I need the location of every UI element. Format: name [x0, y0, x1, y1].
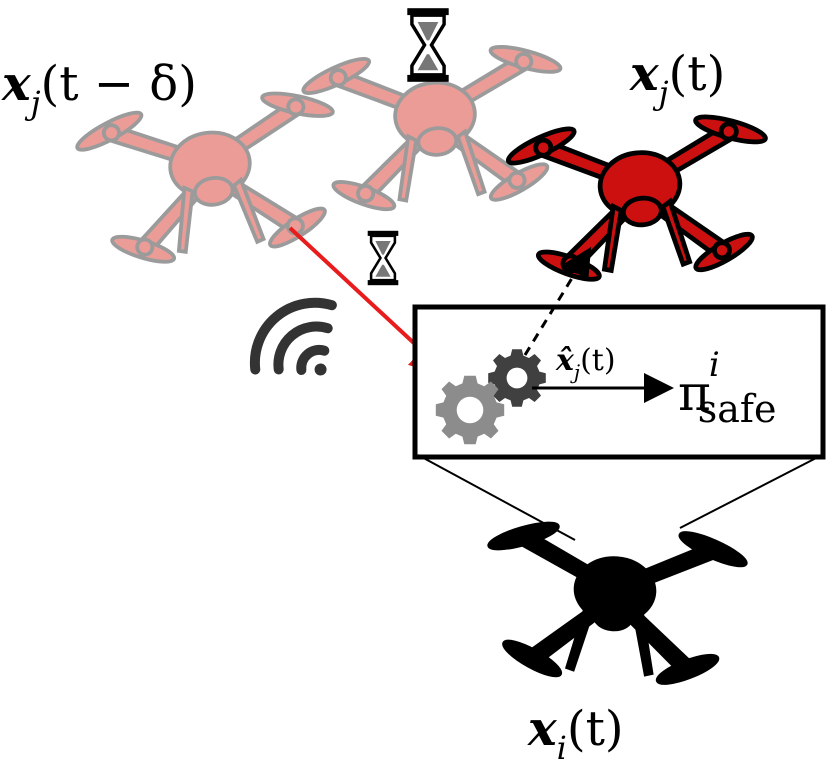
wifi-icon — [249, 297, 337, 376]
gear-icon-dark — [488, 349, 546, 407]
label-xj-delayed: xj(t − δ) — [1, 56, 197, 122]
hourglass-icon-middle — [366, 229, 400, 287]
zoom-line-right — [679, 454, 823, 529]
label-pi-safe: πi safe — [678, 345, 776, 431]
hourglass-icon-top — [405, 6, 451, 84]
label-xhat-j: x̂j(t) — [555, 343, 616, 384]
prediction-arrow — [523, 246, 592, 356]
label-xi-now: xi(t) — [527, 701, 624, 767]
drone-icon-neighbor — [503, 106, 780, 292]
drone-icon-delayed-middle — [295, 33, 577, 224]
gear-icon-light — [435, 375, 505, 445]
label-xj-now: xj(t) — [629, 46, 725, 112]
drone-icon-self — [475, 511, 753, 696]
